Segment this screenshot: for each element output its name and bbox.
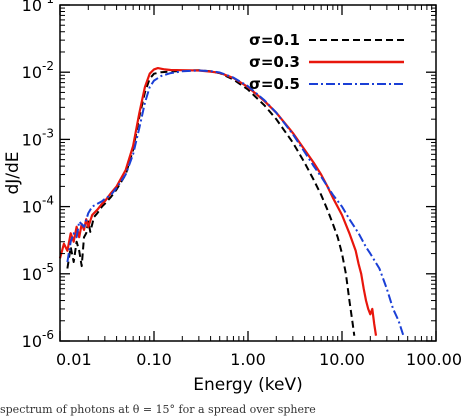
series-line-2 (58, 67, 378, 336)
x-tick-label: 100.00 (406, 350, 462, 369)
y-tick-label: 10-4 (22, 194, 54, 217)
series-line-3 (66, 69, 405, 337)
legend-label-2: σ=0.3 (249, 53, 300, 71)
tick-labels-layer: 0.01 0.10 1.00 10.00 100.00 10-6 10-5 10-4 10-3 1… (22, 0, 462, 369)
legend-label-1: σ=0.1 (249, 31, 300, 49)
x-axis-title: Energy (keV) (193, 375, 303, 395)
x-tick-label: 10.00 (319, 350, 365, 369)
series-layer (58, 67, 405, 337)
y-tick-label: 10-2 (22, 59, 54, 82)
y-tick-label: 10-1 (22, 0, 54, 15)
y-tick-label: 10-5 (22, 261, 54, 284)
y-tick-label: 10-6 (22, 328, 54, 351)
legend: σ=0.1 σ=0.3 σ=0.5 (249, 31, 404, 93)
figure-caption: spectrum of photons at θ = 15° for a spr… (0, 404, 316, 416)
legend-label-3: σ=0.5 (249, 75, 300, 93)
x-tick-label: 0.01 (56, 350, 92, 369)
x-tick-label: 1.00 (230, 350, 266, 369)
series-line-1 (66, 69, 356, 336)
x-tick-label: 0.10 (136, 350, 172, 369)
y-axis-title: dJ/dE (3, 151, 23, 194)
ticks-layer (59, 4, 437, 342)
y-tick-label: 10-3 (22, 126, 54, 149)
plot-frame (59, 4, 437, 342)
